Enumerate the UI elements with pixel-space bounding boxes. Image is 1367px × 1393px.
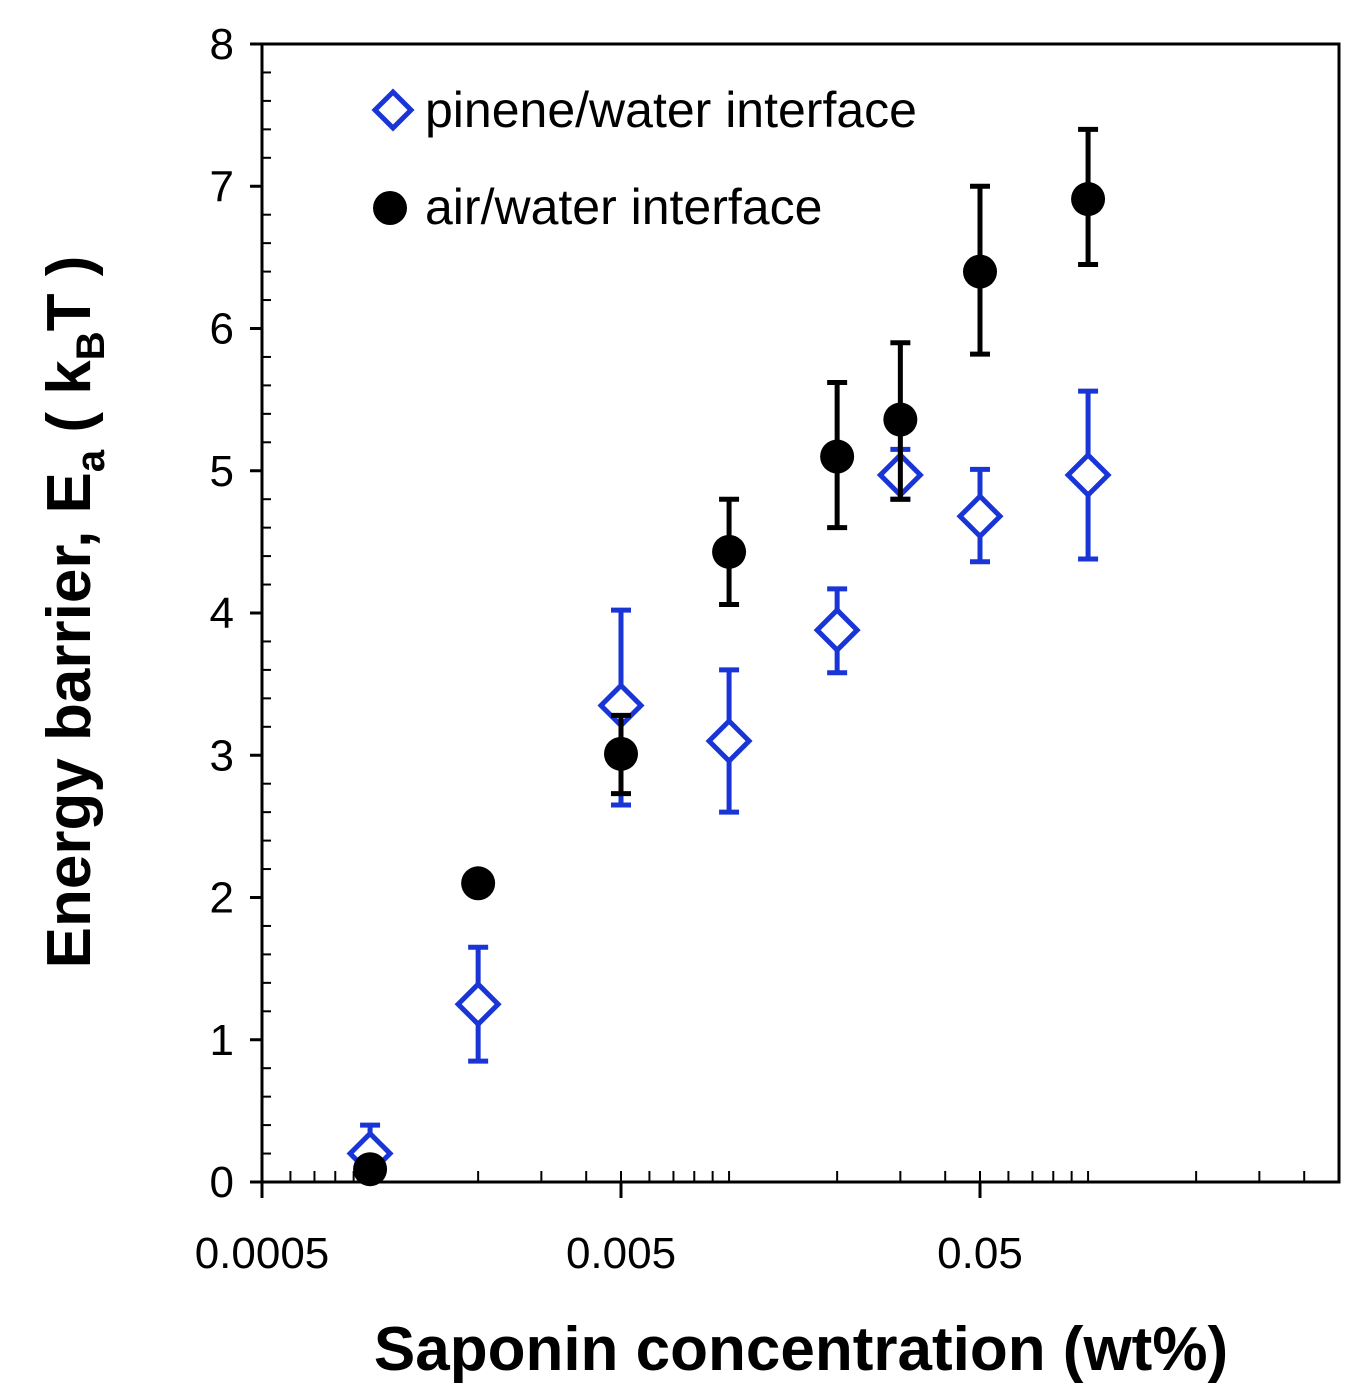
y-ticks: 0 1 2 3 4 5 6 7 8 bbox=[210, 20, 271, 1207]
legend-marker-pinene bbox=[371, 88, 415, 132]
y-title-prefix: Energy barrier, E bbox=[35, 472, 104, 968]
y-axis-title: Energy barrier, Ea ( kBT ) bbox=[35, 256, 113, 969]
legend-label-air: air/water interface bbox=[425, 179, 822, 235]
y-tick-label: 0 bbox=[210, 1158, 234, 1207]
data-point-pinene bbox=[1064, 451, 1112, 499]
y-title-unit-open: ( k bbox=[35, 360, 104, 450]
series-air bbox=[353, 126, 1106, 1187]
data-point-air bbox=[963, 254, 997, 289]
x-tick-label: 0.005 bbox=[566, 1229, 676, 1278]
data-point-air bbox=[461, 866, 496, 901]
legend-marker-air bbox=[373, 191, 407, 225]
y-tick-label: 8 bbox=[210, 20, 234, 69]
y-title-unit-close: T ) bbox=[35, 256, 104, 332]
y-title-subscript: a bbox=[69, 449, 113, 472]
data-point-pinene bbox=[454, 980, 502, 1028]
plot-frame bbox=[260, 42, 1341, 1184]
data-point-air bbox=[604, 736, 638, 771]
y-tick-label: 4 bbox=[210, 589, 234, 638]
series-layer bbox=[346, 126, 1112, 1187]
data-point-air bbox=[883, 402, 918, 437]
data-point-pinene bbox=[956, 492, 1004, 540]
x-tick-label: 0.0005 bbox=[195, 1229, 330, 1278]
data-point-air bbox=[820, 439, 855, 474]
legend: pinene/water interface air/water interfa… bbox=[371, 82, 917, 235]
y-tick-label: 6 bbox=[210, 305, 234, 354]
y-title-unit-subscript: B bbox=[69, 331, 113, 360]
data-point-air bbox=[353, 1152, 388, 1187]
x-ticks: 0.0005 0.005 0.05 bbox=[195, 1182, 1023, 1278]
y-tick-label: 1 bbox=[210, 1016, 234, 1065]
y-tick-label: 7 bbox=[210, 162, 234, 211]
data-point-pinene bbox=[813, 606, 861, 654]
y-tick-label: 2 bbox=[210, 874, 234, 923]
data-point-pinene bbox=[705, 717, 753, 765]
x-tick-label: 0.05 bbox=[937, 1229, 1023, 1278]
x-axis-title: Saponin concentration (wt%) bbox=[374, 1315, 1228, 1384]
data-point-air bbox=[1071, 182, 1106, 217]
x-minor-ticks bbox=[261, 1171, 1340, 1182]
data-point-air bbox=[712, 534, 747, 569]
y-tick-label: 3 bbox=[210, 731, 234, 780]
y-tick-label: 5 bbox=[210, 447, 234, 496]
legend-label-pinene: pinene/water interface bbox=[425, 82, 917, 138]
